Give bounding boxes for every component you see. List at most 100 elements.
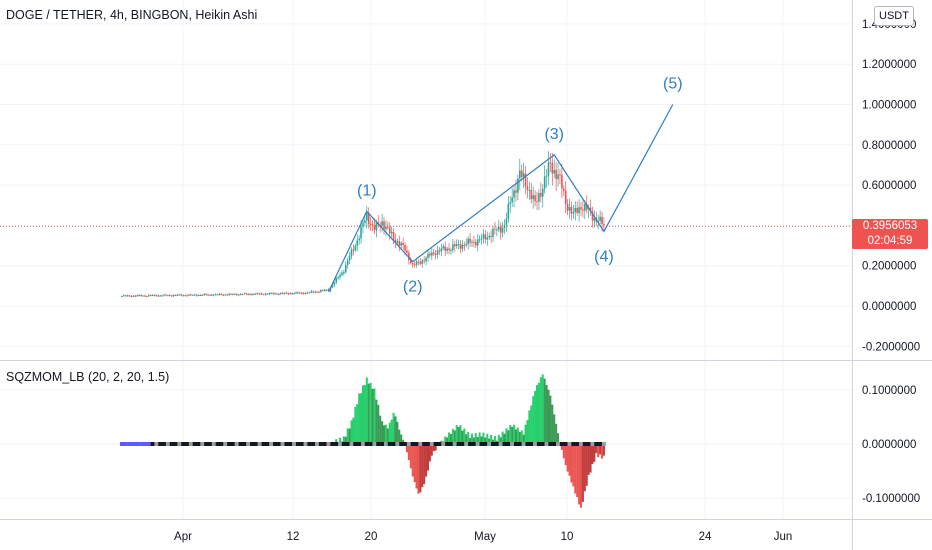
candle-body [448, 248, 450, 251]
candle-body [358, 238, 360, 241]
candle-body [314, 291, 316, 293]
candle-body [268, 293, 271, 295]
momentum-bar [555, 423, 558, 444]
candle-body [452, 244, 454, 251]
momentum-bar [386, 428, 389, 444]
candle-body [153, 295, 156, 297]
squeeze-dot [261, 442, 266, 446]
candle-body [211, 294, 213, 296]
momentum-bar [541, 374, 544, 444]
candle-body [584, 203, 586, 211]
momentum-bar [524, 424, 527, 444]
candle-body [419, 261, 422, 264]
candle-body [306, 292, 309, 294]
candle-body [320, 290, 322, 292]
momentum-bar [344, 436, 347, 444]
price-axis-label: -0.2000000 [862, 341, 920, 353]
candle-body [467, 238, 469, 244]
momentum-bar [425, 444, 428, 477]
candle-body [234, 294, 236, 296]
candle-body [442, 246, 445, 249]
candle-body [354, 245, 357, 251]
candle-body [373, 224, 376, 231]
candle-body [364, 220, 366, 224]
squeeze-dot [250, 442, 255, 446]
momentum-bar [423, 444, 426, 485]
candle-body [157, 295, 160, 297]
candle-body [362, 223, 364, 227]
candle-body [193, 294, 196, 296]
candle-body [138, 295, 141, 297]
candle-body [429, 253, 431, 256]
squeeze-dot [146, 442, 151, 446]
squeeze-dot [406, 442, 411, 446]
momentum-bar [553, 414, 556, 444]
momentum-bar [379, 415, 382, 444]
wave-label-4: (4) [594, 248, 614, 265]
momentum-bar [409, 444, 412, 469]
candle-body [260, 293, 263, 295]
squeeze-dot [536, 442, 541, 446]
squeeze-dot [533, 442, 538, 446]
candle-body [375, 222, 378, 231]
candle-body [559, 174, 561, 176]
candle-body [476, 239, 479, 246]
squeeze-dot [127, 442, 132, 446]
candle-body [159, 295, 162, 297]
momentum-bar [463, 428, 466, 444]
last-price-value: 0.3956053 [862, 220, 918, 232]
candle-body [237, 294, 240, 296]
candle-body [371, 224, 374, 226]
candle-body [278, 293, 280, 295]
momentum-bar [335, 439, 338, 444]
candle-body [436, 250, 439, 255]
candle-body [195, 294, 198, 296]
candle-body [511, 197, 513, 203]
momentum-bar [593, 444, 596, 462]
candle-body [327, 289, 330, 291]
candle-body [142, 295, 144, 297]
squeeze-dot [295, 442, 300, 446]
squeeze-dot [556, 442, 561, 446]
time-axis-label: May [474, 531, 496, 543]
momentum-bar [367, 383, 370, 444]
momentum-bar [365, 377, 368, 444]
candle-body [343, 272, 345, 274]
squeeze-dot [383, 442, 388, 446]
momentum-bar [413, 444, 416, 483]
squeeze-dot [429, 442, 434, 446]
squeeze-dot [414, 442, 419, 446]
candle-body [555, 169, 557, 180]
squeeze-dot [234, 442, 239, 446]
candle-body [333, 282, 336, 286]
candle-body [461, 244, 464, 249]
candle-body [394, 239, 397, 243]
currency-selector-button[interactable]: USDT [874, 6, 914, 26]
candle-body [568, 207, 571, 211]
momentum-bar [507, 430, 510, 444]
squeeze-dot [487, 442, 492, 446]
squeeze-dot [575, 442, 580, 446]
candle-body [264, 293, 267, 295]
squeeze-dot [502, 442, 507, 446]
indicator-pane [0, 361, 852, 519]
momentum-bar [339, 437, 342, 444]
candle-body [413, 264, 416, 266]
candle-body [562, 188, 565, 191]
candle-body [304, 292, 307, 294]
candle-body [247, 293, 250, 295]
momentum-bar [402, 439, 405, 444]
candle-body [421, 260, 424, 264]
squeeze-dot [601, 442, 606, 446]
squeeze-dot [567, 442, 572, 446]
squeeze-dot [120, 442, 124, 446]
momentum-bar [534, 390, 537, 444]
squeeze-dot [571, 442, 576, 446]
momentum-bar [430, 444, 433, 456]
squeeze-dot [468, 442, 473, 446]
squeeze-dot [303, 442, 308, 446]
candle-body [191, 294, 194, 296]
indicator-axis-label: -0.1000000 [862, 493, 920, 505]
candle-body [186, 295, 188, 297]
